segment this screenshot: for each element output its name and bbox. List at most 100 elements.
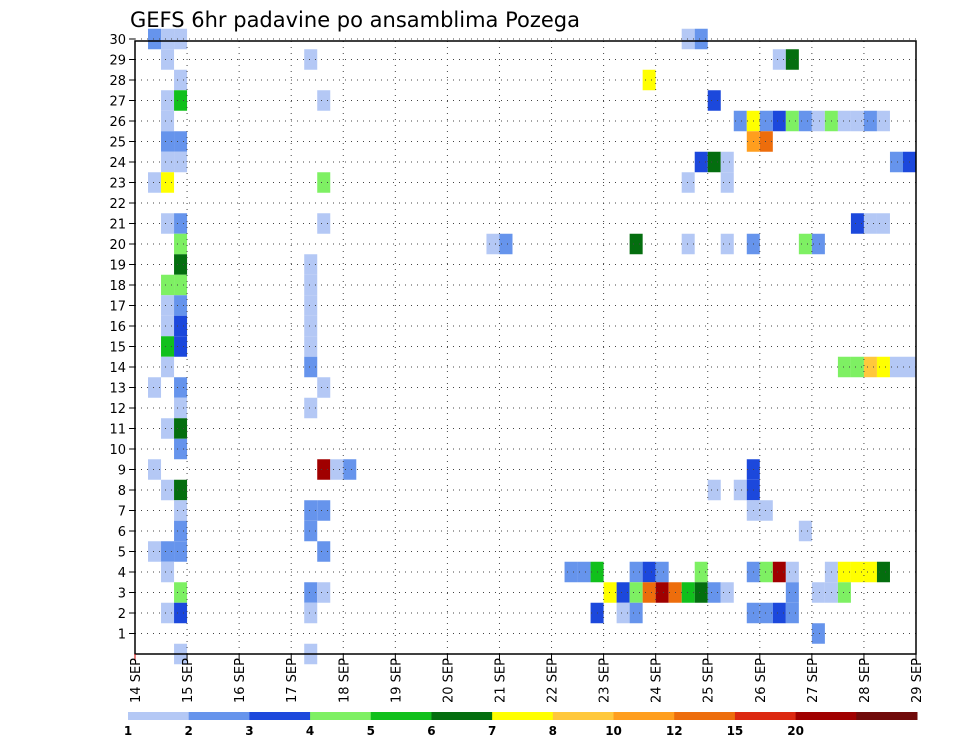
heatmap-cell [317,582,331,603]
legend-label: 20 [787,724,804,738]
legend-swatch [249,712,311,720]
heatmap-cell [174,69,188,91]
grid-lines [135,38,916,654]
y-tick-label: 19 [109,259,126,274]
heatmap-cell [174,28,188,50]
heatmap-cell [759,561,773,583]
heatmap-cell [174,131,188,152]
heatmap-cell [564,561,578,583]
heatmap-cell [785,110,799,132]
heatmap-cell [863,110,877,132]
heatmap-cell [174,254,188,275]
heatmap-cell [642,561,656,583]
y-tick-label: 15 [109,341,126,356]
heatmap-cell [720,233,734,255]
heatmap-cell [733,479,747,501]
heatmap-cell [304,274,318,296]
heatmap-cell [174,541,188,562]
heatmap-cell [161,356,175,378]
heatmap-cell [161,172,175,193]
heatmap-cell [850,561,864,583]
heatmap-cell [798,520,812,542]
y-tick-label: 24 [109,156,126,171]
heatmap-cell [655,582,669,603]
heatmap-cell [161,602,175,624]
heatmap-cell [720,172,734,193]
heatmap-cell [304,500,318,521]
legend-label: 2 [185,724,193,738]
x-tick-label: 14 SEP [129,658,144,703]
heatmap-cell [148,28,162,50]
heatmap-cell [304,520,318,542]
heatmap-cell [616,582,630,603]
heatmap-cell [148,377,162,398]
y-tick-label: 7 [118,505,126,520]
legend-label: 4 [306,724,314,738]
heatmap-cell [174,233,188,255]
y-tick-label: 27 [109,95,126,110]
heatmap-cell [889,356,903,378]
heatmap-cell [161,295,175,316]
heatmap-cell [759,110,773,132]
heatmap-cell [161,315,175,337]
heatmap-cell [811,582,825,603]
heatmap-cell [174,397,188,419]
heatmap-cell [499,233,513,255]
heatmap-cell [161,213,175,234]
heatmap-cell [681,172,695,193]
heatmap-cell [317,213,331,234]
heatmap-cell [330,459,344,480]
heatmap-cell [174,438,188,460]
heatmap-cell [629,582,643,603]
x-tick-label: 21 SEP [493,658,508,703]
y-tick-label: 20 [109,238,126,253]
heatmap-cell [863,561,877,583]
heatmap-cell [304,356,318,378]
legend-swatch [431,712,493,720]
y-tick-label: 14 [109,361,126,376]
legend: 1 2 3 4 5 6 7 8 10 12 15 20 [124,712,918,738]
heatmap-cell [174,315,188,337]
heatmap-cell [174,582,188,603]
heatmap-cell [317,172,331,193]
y-tick-label: 25 [109,136,126,151]
heatmap-cell [148,172,162,193]
x-tick-label: 17 SEP [285,658,300,703]
y-tick-label: 1 [118,628,126,643]
heatmap-cell [681,28,695,50]
y-tick-label: 11 [109,423,126,438]
heatmap-cell [148,541,162,562]
heatmap-cell [161,336,175,357]
legend-swatch [856,712,918,720]
heatmap-cell [317,541,331,562]
x-tick-label: 29 SEP [910,658,925,703]
legend-label: 12 [666,724,683,738]
heatmap-cell [837,582,851,603]
x-tick-label: 28 SEP [858,658,873,703]
heatmap-cell [694,561,708,583]
heatmap-cell [161,274,175,296]
heatmap-cell [174,520,188,542]
heatmap-cell [161,28,175,50]
x-tick-label: 18 SEP [337,658,352,703]
y-tick-label: 12 [109,402,126,417]
heatmap-cell [343,459,357,480]
heatmap-cell [785,49,799,70]
heatmap-cell [850,356,864,378]
heatmap-cell [785,561,799,583]
legend-swatch [795,712,857,720]
legend-label: 10 [605,724,622,738]
y-tick-label: 10 [109,443,126,458]
heatmap-cell [174,336,188,357]
x-axis: 14 SEP 15 SEP 16 SEP 17 SEP 18 SEP 19 SEP 20 S… [129,654,925,703]
heatmap-cell [174,213,188,234]
heatmap-cell [616,602,630,624]
legend-swatch [492,712,554,720]
heatmap-cell [161,541,175,562]
heatmap-cell [694,582,708,603]
heatmap-cell [161,479,175,501]
heatmap-cell [174,295,188,316]
heatmap-cell [148,459,162,480]
heatmap-cell [655,561,669,583]
heatmap-cell [681,582,695,603]
